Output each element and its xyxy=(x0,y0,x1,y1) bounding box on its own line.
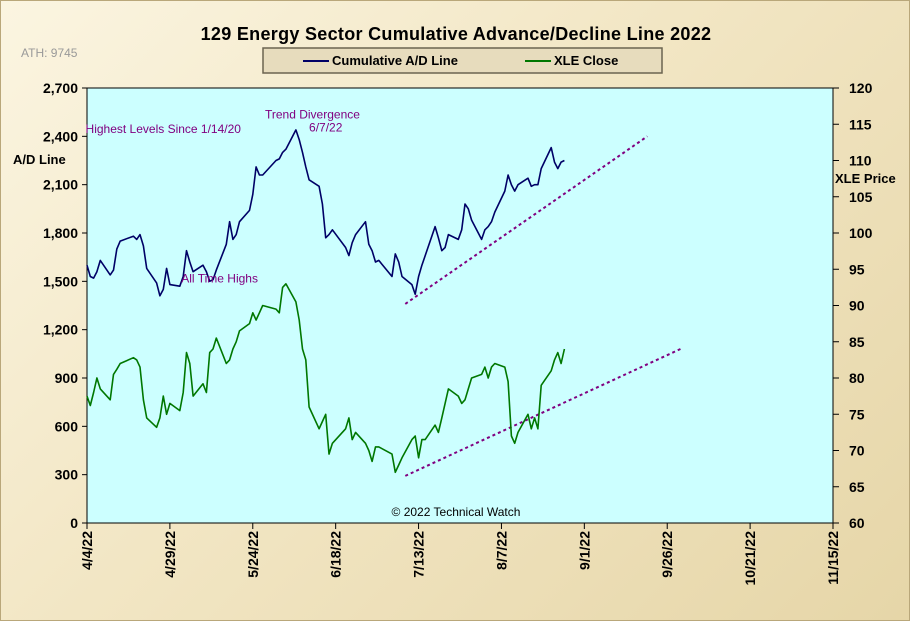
x-tick-label: 9/1/22 xyxy=(576,531,592,570)
left-tick-label: 900 xyxy=(55,370,79,386)
ath-note: ATH: 9745 xyxy=(21,46,78,60)
right-tick-label: 95 xyxy=(849,261,865,277)
right-tick-label: 110 xyxy=(849,153,872,169)
annotation-label: Trend Divergence xyxy=(265,108,360,122)
x-tick-label: 5/24/22 xyxy=(245,531,261,578)
annotation-label: Highest Levels Since 1/14/20 xyxy=(86,122,242,136)
right-axis-label: XLE Price xyxy=(835,171,896,186)
left-tick-label: 600 xyxy=(55,418,79,434)
legend-label-ad-line: Cumulative A/D Line xyxy=(332,53,458,68)
x-tick-label: 7/13/22 xyxy=(411,531,427,578)
right-axis: 60 65 70 75 80 85 90 95 100 105 110 115 120 xyxy=(833,80,873,531)
x-tick-label: 4/4/22 xyxy=(79,531,95,570)
x-tick-label: 11/15/22 xyxy=(825,531,841,585)
annotation-label: 6/7/22 xyxy=(309,121,343,135)
left-axis: 0 300 600 900 1,200 1,500 1,800 2,100 2,400 2,700 xyxy=(43,80,87,531)
copyright-note: © 2022 Technical Watch xyxy=(392,505,521,519)
annotation-label: All Time Highs xyxy=(181,271,258,285)
trendlines xyxy=(404,135,681,477)
right-tick-label: 70 xyxy=(849,443,865,459)
left-tick-label: 2,700 xyxy=(43,80,78,96)
x-tick-label: 10/21/22 xyxy=(742,531,758,586)
x-tick-label: 6/18/22 xyxy=(328,531,344,578)
left-tick-label: 2,400 xyxy=(43,128,78,144)
x-tick-label: 8/7/22 xyxy=(493,531,509,570)
right-tick-label: 90 xyxy=(849,298,865,314)
xle-trendline xyxy=(404,348,681,477)
right-tick-label: 85 xyxy=(849,334,865,350)
right-tick-label: 60 xyxy=(849,515,865,531)
right-tick-label: 115 xyxy=(849,116,872,132)
x-axis: 4/4/22 4/29/22 5/24/22 6/18/22 7/13/22 8/7/22… xyxy=(79,523,841,586)
left-tick-label: 2,100 xyxy=(43,177,78,193)
x-tick-label: 9/26/22 xyxy=(659,531,675,578)
ad-trendline xyxy=(404,135,648,305)
left-axis-label: A/D Line xyxy=(13,152,66,167)
left-tick-label: 1,500 xyxy=(43,273,78,289)
chart-title: 129 Energy Sector Cumulative Advance/Dec… xyxy=(201,24,712,44)
left-tick-label: 0 xyxy=(70,515,78,531)
left-tick-label: 1,800 xyxy=(43,225,78,241)
x-tick-label: 4/29/22 xyxy=(162,531,178,578)
right-tick-label: 65 xyxy=(849,479,865,495)
legend-label-xle: XLE Close xyxy=(554,53,618,68)
series-layer xyxy=(86,129,566,474)
right-tick-label: 80 xyxy=(849,370,865,386)
right-tick-label: 100 xyxy=(849,225,873,241)
legend-box xyxy=(262,47,663,74)
annotations: Highest Levels Since 1/14/20 Trend Diverg… xyxy=(86,108,361,286)
left-tick-label: 1,200 xyxy=(43,322,78,338)
left-tick-label: 300 xyxy=(55,467,79,483)
right-tick-label: 105 xyxy=(849,189,873,205)
right-tick-label: 120 xyxy=(849,80,873,96)
xle-close-series xyxy=(86,282,566,474)
ad-line-series xyxy=(86,129,565,297)
legend: Cumulative A/D Line XLE Close xyxy=(262,47,663,74)
right-tick-label: 75 xyxy=(849,406,865,422)
plot-area xyxy=(86,87,834,524)
